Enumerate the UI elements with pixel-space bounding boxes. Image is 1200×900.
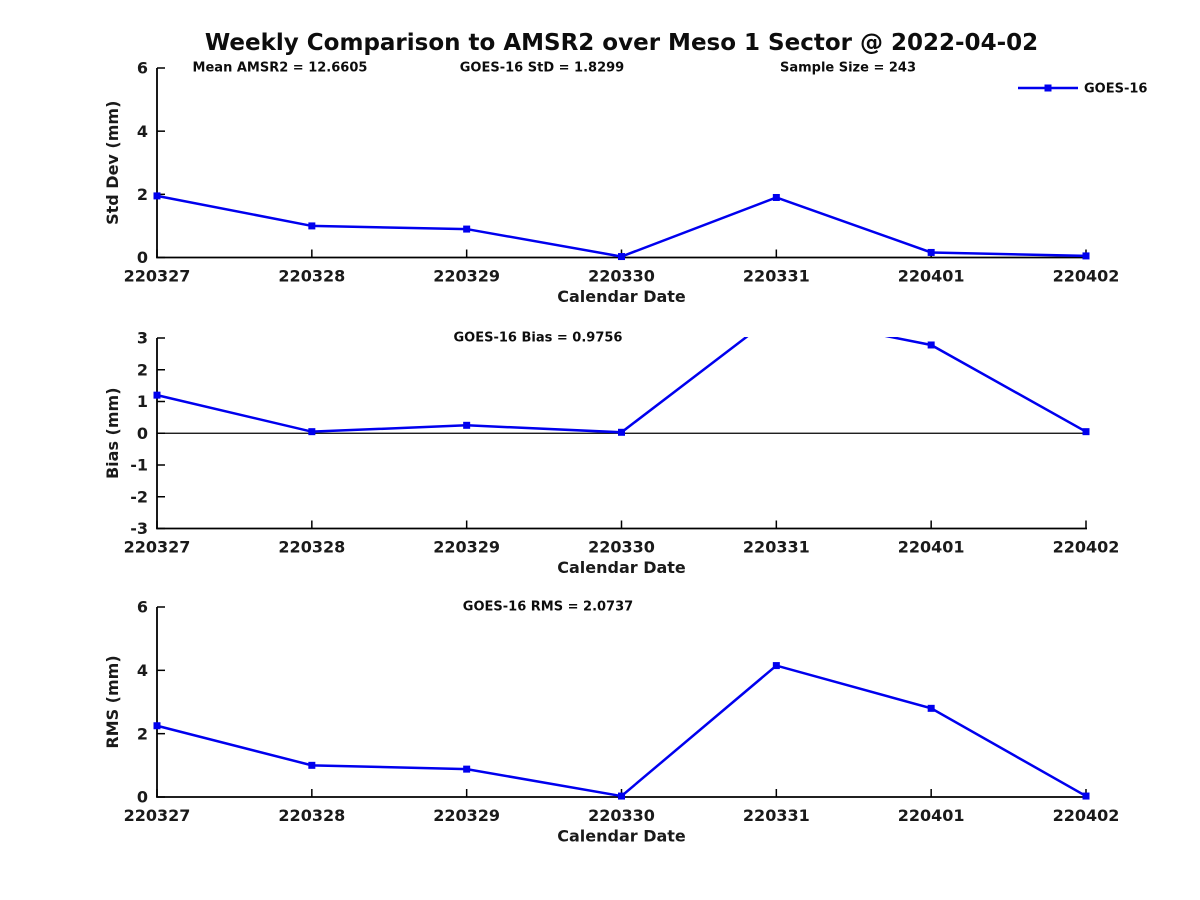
y-tick-label: 6	[137, 59, 148, 78]
y-tick-label: 2	[137, 360, 148, 379]
legend: GOES-16	[1018, 82, 1147, 97]
stat-annotation: GOES-16 Bias = 0.9756	[454, 331, 623, 346]
y-tick-label: 6	[137, 598, 148, 617]
data-point-marker	[772, 662, 780, 670]
data-point-marker	[618, 253, 625, 261]
x-axis-label: Calendar Date	[557, 827, 686, 846]
x-tick-label: 220330	[588, 806, 655, 825]
data-point-marker	[153, 722, 161, 730]
x-axis-label: Calendar Date	[557, 558, 686, 577]
x-tick-label: 220328	[278, 267, 345, 286]
y-tick-label: 0	[137, 424, 148, 443]
data-point-marker	[927, 248, 935, 256]
stat-annotation: GOES-16 StD = 1.8299	[460, 61, 624, 76]
x-tick-label: 220328	[278, 538, 345, 557]
y-axis-label: Bias (mm)	[103, 387, 122, 479]
data-point-marker	[308, 222, 316, 230]
subplot-rms: 0 2 4 6 220327 220328 220329 220330 220331 220401…	[103, 598, 1119, 846]
x-tick-label: 220401	[898, 267, 965, 286]
data-point-marker	[927, 341, 935, 349]
x-tick-label: 220329	[433, 806, 500, 825]
y-tick-label: 2	[137, 185, 148, 204]
subplot-bias: -3 -2 -1 0 1 2 3 220327 220328 220329 220330 220331…	[103, 311, 1120, 577]
x-tick-label: 220331	[743, 538, 810, 557]
x-axis-label: Calendar Date	[557, 287, 686, 306]
data-point-marker	[463, 421, 471, 429]
data-point-marker	[927, 704, 935, 712]
data-point-marker	[772, 193, 780, 201]
x-tick-label: 220401	[898, 538, 965, 557]
y-tick-label: 0	[137, 248, 148, 267]
data-point-marker	[153, 391, 161, 399]
x-tick-label: 220331	[743, 267, 810, 286]
data-point-marker	[618, 792, 625, 800]
x-tick-label: 220330	[588, 538, 655, 557]
legend-marker	[1044, 84, 1052, 92]
y-tick-label: 4	[137, 122, 148, 141]
data-point-marker	[463, 225, 471, 233]
chart-title: Weekly Comparison to AMSR2 over Meso 1 S…	[204, 30, 1039, 56]
legend-label: GOES-16	[1084, 82, 1147, 97]
data-point-marker	[308, 428, 316, 436]
x-tick-label: 220328	[278, 806, 345, 825]
data-point-marker	[463, 765, 471, 773]
stat-annotation: Mean AMSR2 = 12.6605	[193, 61, 368, 76]
y-axis-label: RMS (mm)	[103, 655, 122, 748]
x-tick-label: 220329	[433, 267, 500, 286]
subplot-std-dev: 0 2 4 6 220327 220328 220329 220330 220331 220401…	[103, 59, 1147, 307]
y-tick-label: -2	[130, 487, 148, 506]
x-tick-label: 220401	[898, 806, 965, 825]
data-point-marker	[618, 428, 625, 436]
series-line-goes-16	[156, 194, 1087, 258]
y-tick-label: -3	[130, 519, 148, 538]
x-tick-label: 220402	[1053, 538, 1120, 557]
y-tick-label: 1	[137, 392, 148, 411]
stat-annotation: Sample Size = 243	[780, 61, 916, 76]
x-tick-label: 220327	[124, 538, 191, 557]
y-axis-label: Std Dev (mm)	[103, 101, 122, 225]
series-line-goes-16	[156, 664, 1087, 798]
data-point-marker	[1082, 792, 1090, 800]
y-tick-label: 3	[137, 329, 148, 348]
x-tick-label: 220402	[1053, 267, 1120, 286]
y-tick-label: 0	[137, 788, 148, 807]
stat-annotation: GOES-16 RMS = 2.0737	[463, 600, 633, 615]
y-tick-label: 2	[137, 724, 148, 743]
x-tick-label: 220327	[124, 267, 191, 286]
data-point-marker	[308, 761, 316, 769]
data-point-marker	[1082, 428, 1090, 436]
y-tick-label: -1	[130, 456, 148, 475]
data-point-marker	[153, 192, 161, 200]
data-point-marker	[773, 311, 780, 318]
x-tick-label: 220402	[1053, 806, 1120, 825]
x-tick-label: 220331	[743, 806, 810, 825]
x-tick-label: 220329	[433, 538, 500, 557]
x-tick-label: 220330	[588, 267, 655, 286]
y-tick-label: 4	[137, 661, 148, 680]
x-tick-label: 220327	[124, 806, 191, 825]
data-point-marker	[1082, 252, 1090, 260]
